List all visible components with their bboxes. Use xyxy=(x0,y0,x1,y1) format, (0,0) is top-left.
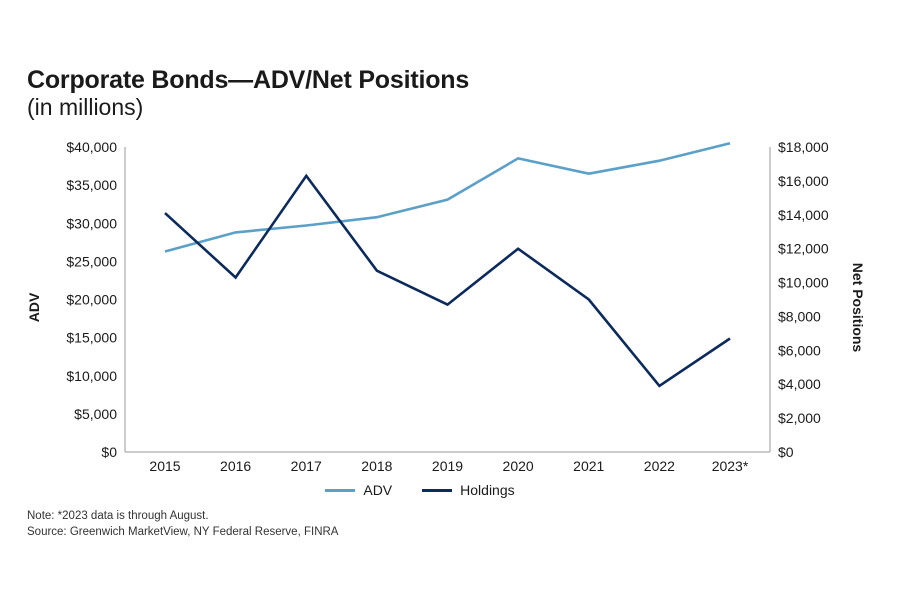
legend-item-adv: ADV xyxy=(325,482,392,498)
y2-tick-label: $18,000 xyxy=(778,139,829,155)
x-tick-label: 2022 xyxy=(644,458,675,474)
x-tick-label: 2017 xyxy=(291,458,322,474)
y2-tick-label: $12,000 xyxy=(778,241,829,257)
x-tick-label: 2021 xyxy=(573,458,604,474)
legend-label-holdings: Holdings xyxy=(460,482,515,498)
y-tick-label: $5,000 xyxy=(74,406,117,422)
x-tick-label: 2016 xyxy=(220,458,251,474)
y2-tick-label: $2,000 xyxy=(778,410,821,426)
legend-item-holdings: Holdings xyxy=(422,482,515,498)
chart-title: Corporate Bonds—ADV/Net Positions xyxy=(27,66,470,94)
x-tick-label: 2019 xyxy=(432,458,463,474)
series-line-adv xyxy=(164,141,731,253)
x-tick-label: 2018 xyxy=(361,458,392,474)
legend-swatch-adv xyxy=(325,488,356,492)
note-text: Note: *2023 data is through August. xyxy=(27,510,209,522)
y-tick-label: $35,000 xyxy=(66,177,117,193)
legend-label-adv: ADV xyxy=(363,482,393,498)
y2-tick-label: $4,000 xyxy=(778,376,821,392)
y-tick-label: $25,000 xyxy=(66,253,117,269)
y2-tick-label: $6,000 xyxy=(778,342,821,358)
y2-axis-title: Net Positions xyxy=(850,263,866,353)
legend-swatch-holdings xyxy=(422,488,453,492)
chart-notes: Note: *2023 data is through August. Sour… xyxy=(27,508,338,540)
x-tick-label: 2020 xyxy=(503,458,534,474)
y-tick-label: $15,000 xyxy=(66,330,117,346)
y2-tick-label: $8,000 xyxy=(778,308,821,324)
source-text: Source: Greenwich MarketView, NY Federal… xyxy=(27,526,339,538)
y-tick-label: $0 xyxy=(101,444,117,460)
y-tick-label: $10,000 xyxy=(66,368,117,384)
chart-legend: ADV Holdings xyxy=(0,482,870,498)
y-axis-title: ADV xyxy=(26,292,42,322)
y2-tick-label: $16,000 xyxy=(778,173,829,189)
y2-tick-label: $0 xyxy=(778,444,794,460)
y-tick-label: $30,000 xyxy=(66,215,117,231)
y2-tick-label: $14,000 xyxy=(778,207,829,223)
y-tick-label: $40,000 xyxy=(66,139,117,155)
x-tick-label: 2023* xyxy=(712,458,749,474)
chart-subtitle: (in millions) xyxy=(27,94,144,120)
y2-tick-label: $10,000 xyxy=(778,275,829,291)
series-line-holdings xyxy=(164,173,731,388)
x-tick-label: 2015 xyxy=(149,458,180,474)
y-tick-label: $20,000 xyxy=(66,292,117,308)
